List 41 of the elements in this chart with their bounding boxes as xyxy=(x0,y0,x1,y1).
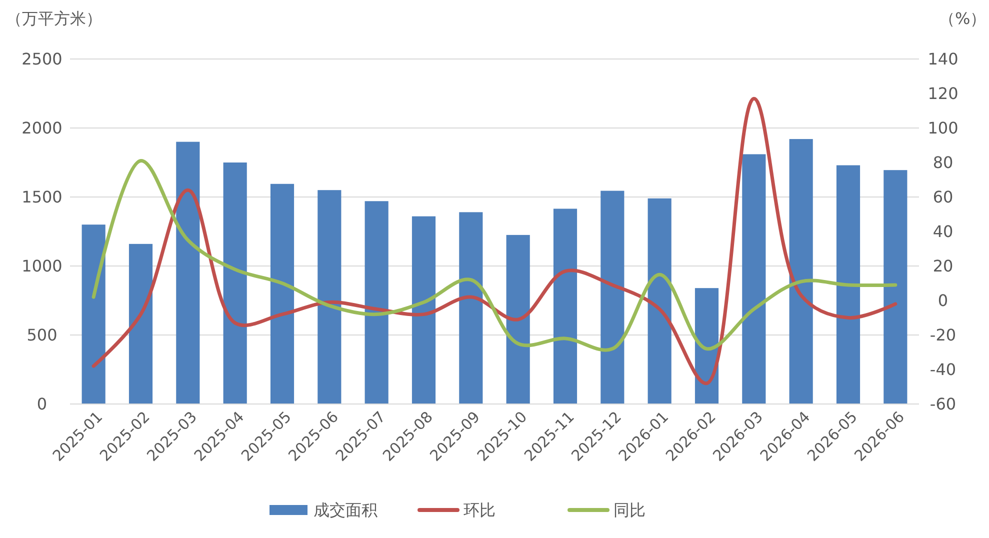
bar xyxy=(223,162,247,404)
y2-tick-label: -40 xyxy=(930,360,956,380)
y-tick-label: 1000 xyxy=(22,256,62,276)
line-series xyxy=(92,159,898,352)
bar xyxy=(412,216,436,404)
bar xyxy=(600,190,624,404)
bar xyxy=(553,208,578,404)
y-tick-label: 2000 xyxy=(22,118,62,138)
bar xyxy=(506,234,530,404)
bar xyxy=(742,154,766,404)
bar xyxy=(459,212,483,404)
y2-tick-label: 60 xyxy=(932,188,954,207)
y-tick-label: 2500 xyxy=(22,50,62,69)
bar xyxy=(270,184,294,404)
y-tick-label: 1500 xyxy=(22,188,62,207)
bar xyxy=(128,244,153,404)
y2-tick-label: 20 xyxy=(932,256,954,276)
y2-tick-label: 0 xyxy=(938,291,948,310)
y2-tick-label: 40 xyxy=(932,222,954,242)
y2-tick-label: 100 xyxy=(928,118,958,138)
bar xyxy=(318,190,342,404)
bar xyxy=(364,201,388,404)
y-tick-label: 0 xyxy=(36,394,48,414)
legend-label: 环比 xyxy=(464,500,496,520)
y2-tick-label: 140 xyxy=(928,50,958,69)
bar xyxy=(82,224,106,404)
legend-label: 同比 xyxy=(614,500,646,520)
y2-tick-label: 120 xyxy=(928,84,958,104)
y2-tick-label: -60 xyxy=(930,394,956,414)
line-series xyxy=(92,96,898,386)
bar xyxy=(884,170,908,404)
y2-tick-label: -20 xyxy=(930,326,956,345)
bar xyxy=(789,139,813,404)
bar xyxy=(836,165,860,404)
y-axis-title: （万平方米） xyxy=(6,9,102,28)
y-tick-label: 500 xyxy=(26,326,58,345)
y2-tick-label: 80 xyxy=(932,153,954,172)
bar xyxy=(648,198,672,404)
legend-label: 成交面积 xyxy=(314,500,378,520)
bar xyxy=(176,142,200,404)
y2-axis-title: （%） xyxy=(939,9,986,28)
